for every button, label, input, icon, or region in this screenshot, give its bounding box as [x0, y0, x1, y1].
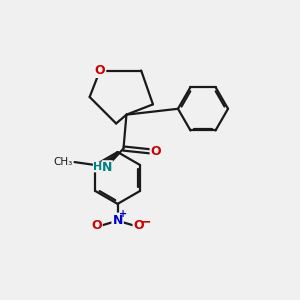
Text: O: O [94, 64, 105, 77]
Text: +: + [119, 209, 128, 219]
Text: N: N [102, 160, 112, 174]
Text: O: O [134, 220, 144, 232]
Text: H: H [93, 162, 103, 172]
Text: O: O [91, 220, 102, 232]
Text: CH₃: CH₃ [54, 157, 73, 167]
Text: −: − [140, 214, 151, 229]
Text: N: N [112, 214, 123, 226]
Text: O: O [151, 145, 161, 158]
